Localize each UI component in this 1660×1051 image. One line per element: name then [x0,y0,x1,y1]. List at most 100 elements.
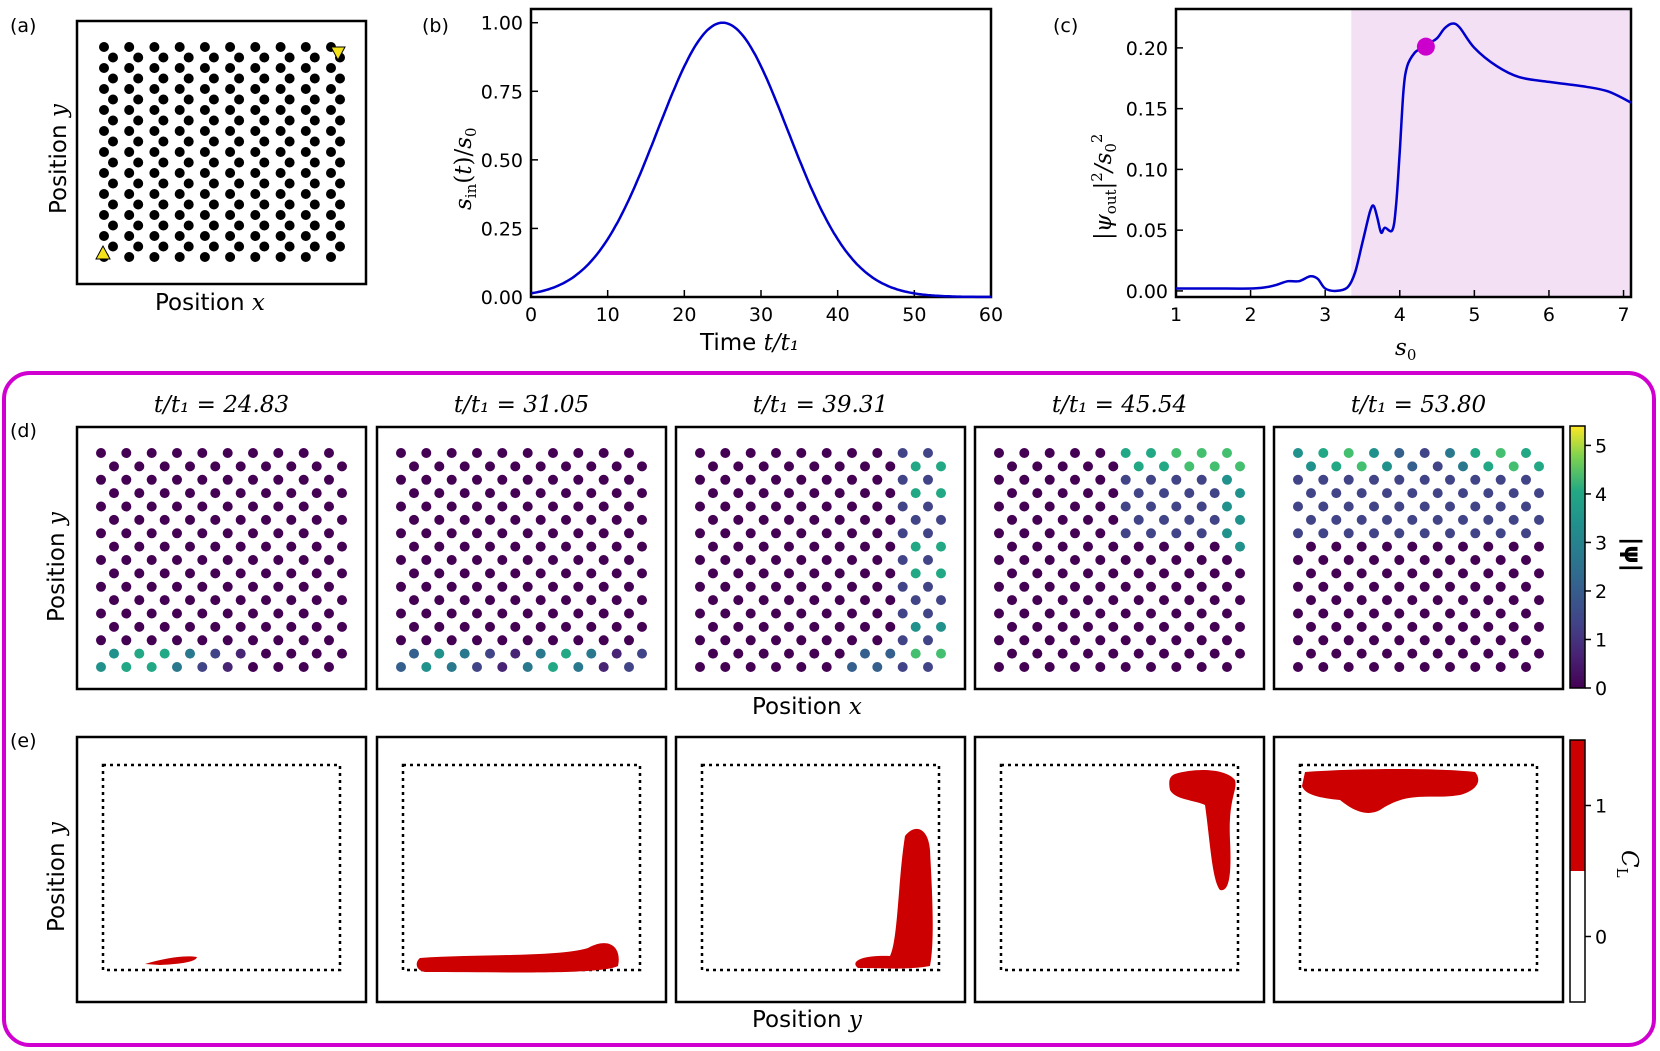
field-site [197,555,208,565]
field-site [409,595,419,606]
field-site [1356,595,1367,606]
lattice-site [124,63,135,73]
lattice-site [225,105,236,115]
field-site [1458,488,1468,499]
lattice-site [158,157,169,168]
field-site [1146,501,1156,512]
lattice-site [158,136,169,147]
field-site [1508,621,1519,632]
field-site [708,648,718,659]
field-site [1407,488,1418,499]
lattice-site [108,220,118,231]
field-site [1534,461,1544,472]
field-site [185,621,195,632]
field-site [784,648,794,659]
field-site [434,488,445,499]
field-site [745,608,756,619]
field-site [134,568,145,579]
selected-point-marker [1416,37,1435,56]
field-site [1419,448,1430,458]
field-site [1521,501,1531,512]
field-site [109,648,119,659]
field-site [159,461,170,472]
field-site [197,474,208,485]
field-site [758,621,769,632]
field-site [96,528,106,539]
field-site [1382,568,1392,579]
field-site [1407,595,1418,606]
field-site [1196,662,1207,672]
field-site [1458,648,1468,659]
field-site [497,501,508,512]
field-site [1171,608,1182,619]
field-site [1508,595,1519,606]
lattice-site [309,178,320,189]
lattice-site [108,157,118,168]
field-site [1331,595,1342,606]
field-site [847,581,857,592]
lattice-site [259,157,270,168]
y-tick-label: 0.20 [1126,38,1168,60]
field-site [1044,501,1055,512]
field-site [1083,648,1093,659]
field-site [624,662,634,672]
field-site [573,474,584,485]
field-site [1032,488,1043,499]
field-site [586,648,597,659]
field-site [159,488,170,499]
lattice-site [208,94,219,105]
field-site [1382,488,1392,499]
field-site [796,448,807,458]
field-site [1318,555,1329,565]
field-site [897,448,908,458]
field-site [1419,662,1430,672]
field-site [1407,461,1418,472]
field-site [1171,635,1182,646]
field-site [994,608,1004,619]
field-site [695,581,705,592]
lattice-site [149,189,160,199]
field-site [459,488,470,499]
field-site [1470,555,1481,565]
field-site [611,595,622,606]
field-site [1108,648,1119,659]
field-site [121,555,132,565]
field-site [1196,608,1207,619]
field-site [897,474,908,485]
field-site [1356,541,1367,552]
lattice-site [225,126,236,136]
field-site [497,448,508,458]
field-site [1222,528,1232,539]
field-site [1044,528,1055,539]
field-site [1044,474,1055,485]
field-site [821,555,832,565]
field-site [1445,662,1455,672]
field-site [485,541,495,552]
panel-b-xlabel: Time t/t₁ [699,330,799,356]
field-site [273,662,284,672]
field-site [459,541,470,552]
field-site [1120,448,1131,458]
field-site [1508,568,1519,579]
lattice-site [183,94,194,105]
field-site [409,461,419,472]
lattice-site [300,189,311,199]
field-site [1196,528,1207,539]
field-site [872,501,883,512]
field-site [273,501,284,512]
field-site [446,662,457,672]
lattice-site [133,220,144,231]
field-site [510,595,521,606]
field-site [573,528,584,539]
field-site [535,488,546,499]
field-site [1534,541,1544,552]
field-site [1458,461,1468,472]
field-site [611,488,622,499]
field-site [172,662,182,672]
field-site [1331,461,1342,472]
field-site [472,474,482,485]
field-site [1007,648,1017,659]
lattice-site [199,210,210,220]
field-site [324,501,334,512]
field-site [923,501,933,512]
